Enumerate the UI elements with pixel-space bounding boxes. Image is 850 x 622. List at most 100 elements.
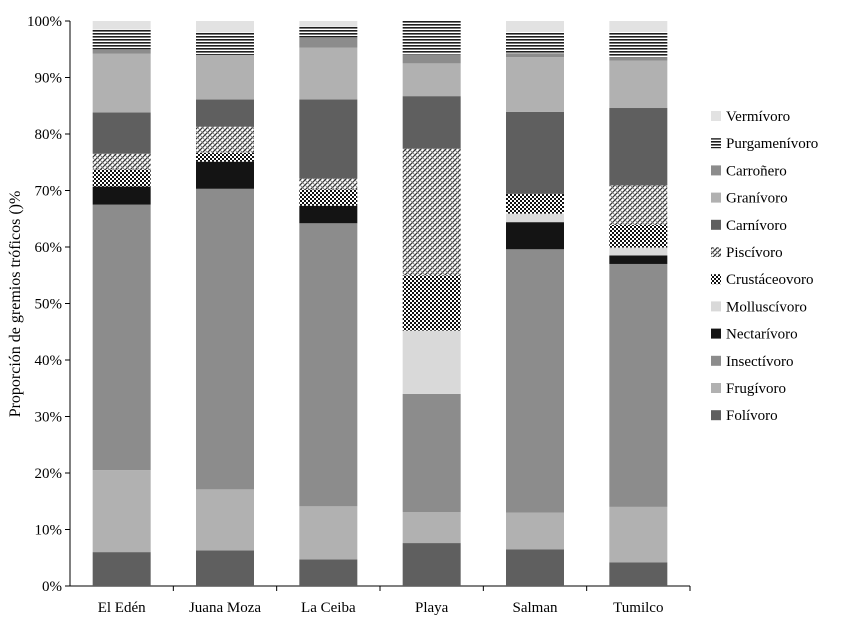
axes <box>65 20 691 591</box>
bar-segment-frugivoro <box>92 470 151 553</box>
bar-segment-folivoro <box>92 552 151 586</box>
y-tick-label: 30% <box>35 410 63 426</box>
bar-segment-crustaceovoro <box>609 224 668 248</box>
legend-swatch <box>711 355 721 366</box>
bar-segment-folivoro <box>506 549 564 586</box>
legend-label: Carroñero <box>726 163 787 179</box>
bar-segment-crustaceovoro <box>92 169 151 187</box>
legend: Vermívoro Purgamenívoro Carroñero Granívoro… <box>711 109 818 424</box>
bar-segment-purgamenivoro <box>299 26 358 38</box>
bar-segment-granivoro <box>299 47 358 100</box>
bar-segment-carnivoro <box>506 111 564 194</box>
bar-segment-frugivoro <box>402 511 461 544</box>
legend-item-nectarivoro: Nectarívoro <box>711 327 798 343</box>
bar-segment-carronero <box>402 54 461 64</box>
legend-label: Carnívoro <box>726 218 787 234</box>
x-tick-label: Tumilco <box>613 600 663 616</box>
y-tick-label: 70% <box>35 184 63 200</box>
bar-segment-folivoro <box>299 559 358 586</box>
legend-swatch <box>711 138 721 149</box>
legend-swatch <box>711 383 721 393</box>
bar-segment-vermivoro <box>299 21 358 27</box>
bar-segment-granivoro <box>506 57 564 112</box>
bar-stack-juana-moza <box>196 21 254 586</box>
bar-stack-la-ceiba <box>299 21 358 586</box>
bar-segment-purgamenivoro <box>196 32 254 55</box>
bars <box>92 20 668 586</box>
bar-segment-purgamenivoro <box>609 31 668 58</box>
bar-segment-vermivoro <box>92 21 151 30</box>
bar-segment-carnivoro <box>609 108 668 186</box>
legend-item-insectivoro: Insectívoro <box>711 354 793 370</box>
y-axis-label: Proporción de gremios tróficos ()% <box>7 191 24 418</box>
y-tick-label: 10% <box>35 523 63 539</box>
bar-segment-nectarivoro <box>609 255 668 264</box>
bar-stack-tumilco <box>609 21 668 586</box>
bar-segment-nectarivoro <box>299 205 358 224</box>
bar-segment-nectarivoro <box>196 161 254 189</box>
legend-label: Folívoro <box>726 408 778 424</box>
bar-segment-insectivoro <box>299 223 358 507</box>
x-tick-label: El Edén <box>98 600 146 616</box>
bar-segment-vermivoro <box>196 21 254 33</box>
bar-segment-carnivoro <box>299 99 358 179</box>
legend-swatch <box>711 111 721 121</box>
y-tick-label: 100% <box>27 14 62 30</box>
bar-segment-crustaceovoro <box>196 152 254 162</box>
bar-segment-purgamenivoro <box>402 20 461 55</box>
y-tick-label: 60% <box>35 240 63 256</box>
bar-segment-granivoro <box>609 60 668 109</box>
y-tick-label: 80% <box>35 127 63 143</box>
bar-segment-piscivoro <box>196 126 254 153</box>
bar-segment-insectivoro <box>92 204 151 471</box>
bar-segment-insectivoro <box>402 393 461 512</box>
bar-segment-vermivoro <box>609 21 668 32</box>
bar-stack-playa <box>402 20 461 586</box>
bar-segment-carnivoro <box>92 112 151 154</box>
bar-segment-nectarivoro <box>92 186 151 205</box>
x-tick-label: Salman <box>513 600 558 616</box>
y-tick-label: 20% <box>35 466 63 482</box>
bar-segment-carronero <box>92 49 151 54</box>
bar-segment-carronero <box>299 37 358 48</box>
legend-item-molluscivoro: Molluscívoro <box>711 299 807 315</box>
y-tick-label: 40% <box>35 353 63 369</box>
legend-item-carnivoro: Carnívoro <box>711 218 787 234</box>
x-tick-label: Playa <box>415 600 449 616</box>
bar-segment-crustaceovoro <box>506 193 564 214</box>
legend-swatch <box>711 165 721 176</box>
bar-segment-carronero <box>506 53 564 58</box>
bar-segment-piscivoro <box>92 153 151 170</box>
legend-item-frugivoro: Frugívoro <box>711 381 786 397</box>
legend-item-piscivoro: Piscívoro <box>711 245 783 261</box>
bar-segment-vermivoro <box>506 21 564 32</box>
bar-segment-folivoro <box>402 543 461 586</box>
bar-segment-piscivoro <box>402 148 461 276</box>
x-tick-label: Juana Moza <box>189 600 261 616</box>
legend-item-granivoro: Granívoro <box>711 191 788 207</box>
legend-item-crustaceovoro: Crustáceovoro <box>711 272 813 288</box>
bar-segment-folivoro <box>609 562 668 586</box>
bar-segment-frugivoro <box>506 512 564 550</box>
bar-segment-insectivoro <box>196 188 254 490</box>
bar-segment-piscivoro <box>299 178 358 190</box>
legend-label: Crustáceovoro <box>726 272 813 288</box>
legend-item-vermivoro: Vermívoro <box>711 109 790 125</box>
y-tick-labels: 0% 10% 20% 30% 40% 50% 60% 70% 80% 90% 100% <box>27 14 62 595</box>
bar-segment-carnivoro <box>196 99 254 127</box>
bar-segment-crustaceovoro <box>299 189 358 206</box>
legend-label: Piscívoro <box>726 245 783 261</box>
legend-label: Nectarívoro <box>726 327 798 343</box>
legend-swatch <box>711 219 721 230</box>
bar-segment-carnivoro <box>402 96 461 149</box>
y-tick-label: 50% <box>35 297 63 313</box>
bar-segment-purgamenivoro <box>92 29 151 50</box>
bar-segment-insectivoro <box>609 263 668 507</box>
x-tick-labels: El Edén Juana Moza La Ceiba Playa Salman Tumi… <box>98 600 664 616</box>
legend-item-carronero: Carroñero <box>711 163 787 179</box>
bar-stack-el-eden <box>92 21 151 586</box>
bar-segment-molluscivoro <box>506 213 564 223</box>
bar-segment-molluscivoro <box>402 330 461 394</box>
bar-segment-insectivoro <box>506 249 564 513</box>
